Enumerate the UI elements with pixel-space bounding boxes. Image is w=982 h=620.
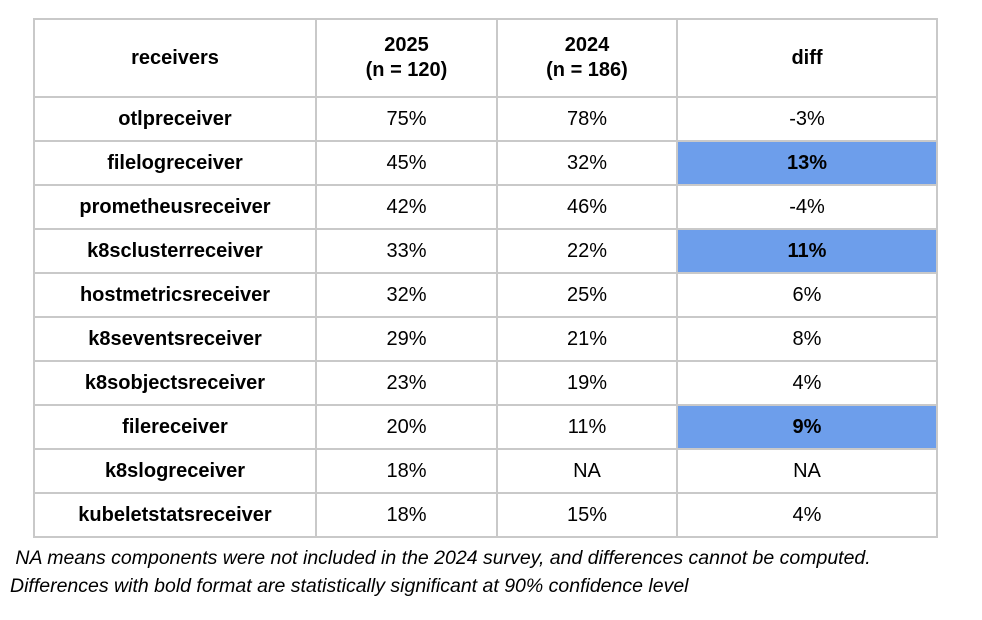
value-2024: 46% xyxy=(496,184,678,230)
value-2024: 19% xyxy=(496,360,678,406)
value-2025: 42% xyxy=(315,184,498,230)
header-2024-n: (n = 186) xyxy=(546,59,628,81)
value-2024: 11% xyxy=(496,404,678,450)
value-2024: 32% xyxy=(496,140,678,186)
receivers-comparison-table: receivers 2025 (n = 120) 2024 (n = 186) … xyxy=(33,18,938,538)
receiver-name: k8seventsreceiver xyxy=(33,316,317,362)
table-row: filereceiver 20% 11% 9% xyxy=(33,404,938,450)
table-row: kubeletstatsreceiver 18% 15% 4% xyxy=(33,492,938,538)
receiver-name: k8sclusterreceiver xyxy=(33,228,317,274)
value-2025: 23% xyxy=(315,360,498,406)
header-2025-n: (n = 120) xyxy=(365,59,448,81)
value-2025: 75% xyxy=(315,96,498,142)
receiver-name: filelogreceiver xyxy=(33,140,317,186)
table-row: filelogreceiver 45% 32% 13% xyxy=(33,140,938,186)
table-body: otlpreceiver 75% 78% -3% filelogreceiver… xyxy=(33,96,938,538)
diff-value: 4% xyxy=(676,360,938,406)
table-row: hostmetricsreceiver 32% 25% 6% xyxy=(33,272,938,318)
value-2025: 45% xyxy=(315,140,498,186)
receiver-name: k8slogreceiver xyxy=(33,448,317,494)
header-2025-year: 2025 xyxy=(384,34,429,56)
footnotes: NA means components were not included in… xyxy=(10,545,976,600)
diff-value: 13% xyxy=(676,140,938,186)
diff-value: 11% xyxy=(676,228,938,274)
receiver-name: filereceiver xyxy=(33,404,317,450)
header-2024: 2024 (n = 186) xyxy=(496,18,678,98)
receiver-name: otlpreceiver xyxy=(33,96,317,142)
value-2025: 32% xyxy=(315,272,498,318)
table-header: receivers 2025 (n = 120) 2024 (n = 186) … xyxy=(33,18,938,98)
diff-value: NA xyxy=(676,448,938,494)
table-row: k8seventsreceiver 29% 21% 8% xyxy=(33,316,938,362)
diff-value: -4% xyxy=(676,184,938,230)
table-row: k8sobjectsreceiver 23% 19% 4% xyxy=(33,360,938,406)
value-2024: NA xyxy=(496,448,678,494)
table-row: otlpreceiver 75% 78% -3% xyxy=(33,96,938,142)
table-row: k8sclusterreceiver 33% 22% 11% xyxy=(33,228,938,274)
value-2024: 25% xyxy=(496,272,678,318)
value-2025: 29% xyxy=(315,316,498,362)
diff-value: -3% xyxy=(676,96,938,142)
value-2024: 21% xyxy=(496,316,678,362)
value-2025: 20% xyxy=(315,404,498,450)
value-2024: 22% xyxy=(496,228,678,274)
value-2025: 18% xyxy=(315,448,498,494)
diff-value: 9% xyxy=(676,404,938,450)
table-row: k8slogreceiver 18% NA NA xyxy=(33,448,938,494)
header-diff: diff xyxy=(676,18,938,98)
header-2024-year: 2024 xyxy=(564,34,610,56)
diff-value: 6% xyxy=(676,272,938,318)
receiver-name: prometheusreceiver xyxy=(33,184,317,230)
header-row: receivers 2025 (n = 120) 2024 (n = 186) … xyxy=(33,18,938,98)
header-receivers: receivers xyxy=(33,18,317,98)
table-row: prometheusreceiver 42% 46% -4% xyxy=(33,184,938,230)
header-2025: 2025 (n = 120) xyxy=(315,18,498,98)
footnote-significance: Differences with bold format are statist… xyxy=(10,574,689,597)
receiver-name: k8sobjectsreceiver xyxy=(33,360,317,406)
value-2024: 78% xyxy=(496,96,678,142)
value-2025: 33% xyxy=(315,228,498,274)
diff-value: 8% xyxy=(676,316,938,362)
diff-value: 4% xyxy=(676,492,938,538)
receiver-name: hostmetricsreceiver xyxy=(33,272,317,318)
receiver-name: kubeletstatsreceiver xyxy=(33,492,317,538)
value-2024: 15% xyxy=(496,492,678,538)
value-2025: 18% xyxy=(315,492,498,538)
footnote-na: NA means components were not included in… xyxy=(10,547,871,569)
